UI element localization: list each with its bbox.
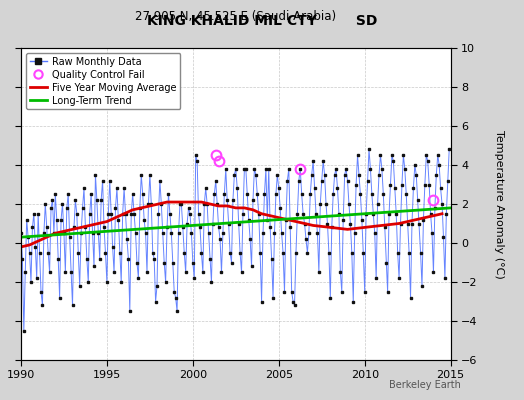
Title: 27.905 N, 45.525 E (Saudi Arabia): 27.905 N, 45.525 E (Saudi Arabia) — [135, 10, 336, 23]
Legend: Raw Monthly Data, Quality Control Fail, Five Year Moving Average, Long-Term Tren: Raw Monthly Data, Quality Control Fail, … — [26, 53, 180, 109]
Y-axis label: Temperature Anomaly (°C): Temperature Anomaly (°C) — [494, 130, 504, 278]
Text: KING KHALID MIL CTY        SD: KING KHALID MIL CTY SD — [147, 14, 377, 28]
Text: Berkeley Earth: Berkeley Earth — [389, 380, 461, 390]
